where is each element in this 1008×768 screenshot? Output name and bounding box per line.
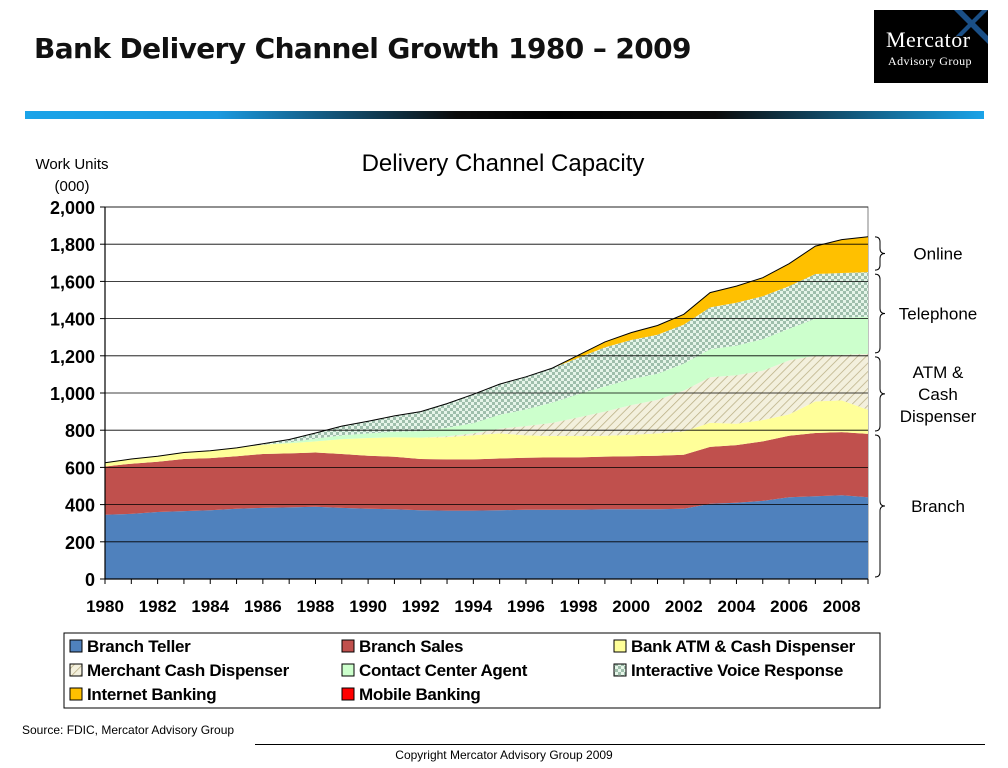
group-label: ATM & [913, 363, 964, 382]
legend-label: Mobile Banking [359, 685, 480, 704]
x-tick-label: 2008 [823, 597, 861, 616]
series-area-branch-teller [105, 495, 868, 579]
y-axis-label-line2: (000) [54, 178, 89, 195]
y-tick-label: 2,000 [50, 198, 95, 218]
chart-title: Delivery Channel Capacity [362, 150, 645, 177]
y-tick-label: 1,600 [50, 272, 95, 292]
footer-rule [255, 744, 985, 745]
legend-label: Branch Teller [87, 637, 191, 656]
plot-area: 0 200 400 600 800 1,000 1,200 1,400 1,600 1,800 2,… [50, 198, 869, 616]
legend-box [63, 632, 881, 709]
legend-swatch [69, 639, 83, 653]
x-tick-label: 1996 [507, 597, 545, 616]
legend-swatch [341, 639, 355, 653]
y-tick-label: 1,800 [50, 235, 95, 255]
group-label: Dispenser [900, 407, 977, 426]
x-tick-label: 2000 [612, 597, 650, 616]
legend-swatch [613, 663, 627, 677]
series-area-interactive-voice-response [105, 272, 868, 463]
group-bracket [874, 434, 886, 578]
group-bracket [874, 236, 886, 271]
logo-x-mark-icon [954, 10, 988, 44]
source-note: Source: FDIC, Mercator Advisory Group [22, 723, 235, 737]
copyright-note: Copyright Mercator Advisory Group 2009 [395, 748, 613, 762]
legend-label: Merchant Cash Dispenser [87, 661, 290, 680]
logo-line2: Advisory Group [888, 54, 972, 68]
x-tick-label: 1988 [297, 597, 335, 616]
stack-total-outline [104, 236, 869, 464]
slide-title: Bank Delivery Channel Growth 1980 – 2009 [34, 32, 692, 65]
x-tick-label: 1990 [349, 597, 387, 616]
x-tick-label: 1982 [139, 597, 177, 616]
channel-group-brackets: Online Telephone ATM & Cash Dispenser Branch [874, 236, 977, 578]
x-tick-label: 1992 [402, 597, 440, 616]
series-area-merchant-cash-dispenser [105, 353, 868, 463]
y-tick-label: 600 [65, 458, 95, 478]
mercator-logo: Mercator Advisory Group [874, 10, 988, 83]
legend-label: Bank ATM & Cash Dispenser [631, 637, 856, 656]
group-bracket [874, 273, 886, 354]
y-axis-label-line1: Work Units [35, 156, 108, 173]
y-tick-label: 800 [65, 421, 95, 441]
x-tick-label: 1994 [454, 597, 492, 616]
y-tick-label: 200 [65, 533, 95, 553]
x-tick-label: 2006 [770, 597, 808, 616]
title-divider-bar [25, 111, 984, 119]
x-tick-label: 1998 [560, 597, 598, 616]
x-tick-label: 1980 [86, 597, 124, 616]
series-area-contact-center-agent [105, 316, 868, 463]
x-tick-label: 2004 [718, 597, 756, 616]
group-label: Branch [911, 497, 965, 516]
legend-swatch [69, 687, 83, 701]
legend-label: Internet Banking [87, 685, 216, 704]
group-label: Online [913, 245, 962, 264]
legend-label: Interactive Voice Response [631, 661, 843, 680]
legend-swatch [613, 639, 627, 653]
series-area-branch-sales [105, 432, 868, 515]
x-tick-label: 1984 [191, 597, 229, 616]
legend-swatch [341, 663, 355, 677]
y-tick-label: 400 [65, 496, 95, 516]
group-label: Cash [918, 385, 958, 404]
group-bracket [874, 356, 886, 432]
legend: Branch Teller Branch Sales Bank ATM & Cash… [63, 632, 881, 709]
legend-swatch [69, 663, 83, 677]
legend-swatch [341, 687, 355, 701]
y-tick-label: 1,200 [50, 347, 95, 367]
y-tick-label: 0 [85, 570, 95, 590]
legend-label: Contact Center Agent [359, 661, 528, 680]
legend-label: Branch Sales [359, 637, 463, 656]
y-tick-label: 1,400 [50, 310, 95, 330]
x-tick-label: 1986 [244, 597, 282, 616]
logo-line1: Mercator [886, 27, 971, 52]
series-area-bank-atm-cash-dispenser [105, 400, 868, 467]
y-tick-label: 1,000 [50, 384, 95, 404]
x-tick-label: 2002 [665, 597, 703, 616]
group-label: Telephone [899, 304, 977, 323]
